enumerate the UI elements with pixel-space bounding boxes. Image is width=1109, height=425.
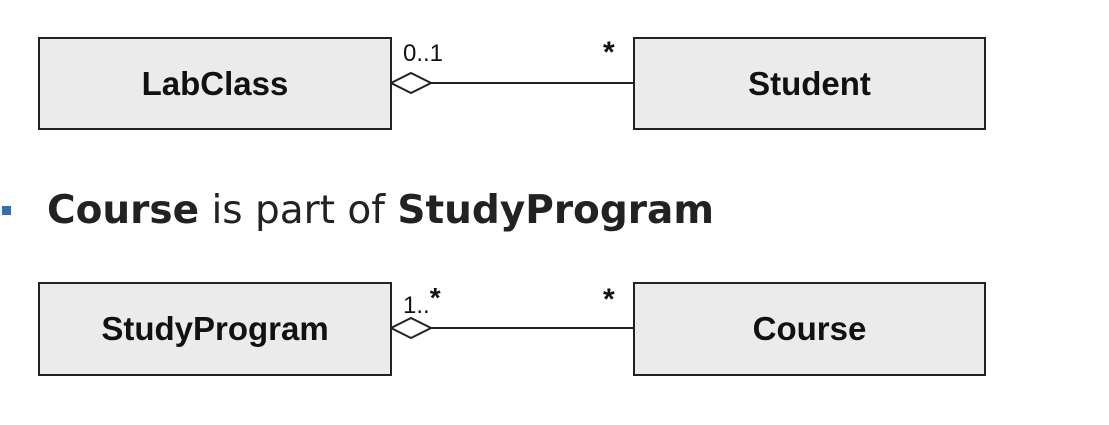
bullet-statement: Course is part of StudyProgram — [0, 182, 714, 238]
studyprogram-class-box[interactable]: StudyProgram — [38, 282, 392, 376]
multiplicity-part-2: * — [603, 283, 615, 316]
class-name: StudyProgram — [101, 310, 329, 347]
aggregation-diamond-icon — [388, 316, 434, 340]
class-name: Course — [752, 310, 867, 347]
class-name: LabClass — [141, 64, 289, 102]
statement-text: Course is part of StudyProgram — [47, 188, 714, 233]
multiplicity-whole-1: 0..1 — [403, 40, 444, 67]
class-name: Student — [748, 64, 871, 102]
labclass-class-box[interactable]: LabClass — [38, 37, 392, 130]
aggregation-diamond-icon — [388, 71, 434, 95]
course-class-box[interactable]: Course — [633, 282, 986, 376]
statement-whole: StudyProgram — [397, 187, 714, 233]
multiplicity-part-1: * — [603, 36, 615, 69]
student-class-box[interactable]: Student — [633, 37, 986, 130]
square-bullet-icon — [2, 205, 11, 215]
statement-middle: is part of — [199, 187, 398, 233]
aggregation-connector-1[interactable] — [388, 71, 634, 95]
multiplicity-star: * — [429, 282, 441, 313]
aggregation-connector-2[interactable] — [388, 316, 634, 340]
multiplicity-prefix: 1.. — [403, 292, 430, 319]
multiplicity-whole-2: 1..* — [403, 282, 441, 320]
statement-part: Course — [47, 187, 200, 233]
